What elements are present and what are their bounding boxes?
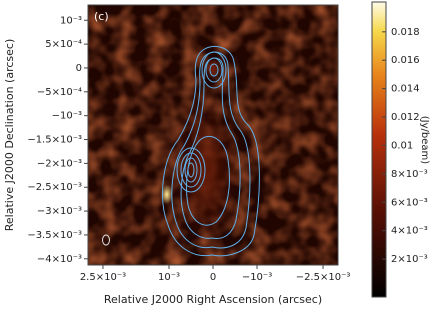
x-tick-label: 10⁻³ — [158, 272, 180, 283]
x-tick-label: −2.5×10⁻³ — [296, 272, 351, 283]
contour — [184, 157, 198, 183]
y-tick-label: −2.5×10⁻³ — [27, 182, 82, 193]
colorbar — [371, 1, 387, 298]
x-tick-label: −10⁻³ — [242, 272, 272, 283]
colorbar-tick-label: 0.01 — [391, 140, 413, 151]
colorbar-tick-label: 0.016 — [391, 55, 420, 66]
contour — [186, 135, 230, 226]
contours — [162, 46, 260, 257]
y-tick-label: −3.5×10⁻³ — [27, 230, 82, 241]
contour — [180, 152, 202, 188]
y-axis-label: Relative J2000 Declination (arcsec) — [3, 39, 16, 231]
contour — [209, 63, 219, 77]
colorbar-tick-label: 0.012 — [391, 112, 420, 123]
y-tick-label: 10⁻³ — [60, 15, 82, 26]
contour — [176, 147, 206, 193]
x-tick-label: 2.5×10⁻³ — [80, 272, 126, 283]
contour — [162, 46, 260, 257]
colorbar-tick-label: 0.014 — [391, 84, 420, 95]
contour — [205, 57, 223, 83]
colorbar-tick-label: 2×10⁻³ — [391, 254, 428, 265]
y-tick-label: −10⁻³ — [52, 111, 82, 122]
y-tick-label: −5×10⁻⁴ — [37, 87, 82, 98]
source — [160, 184, 173, 205]
y-tick-label: −4×10⁻³ — [37, 254, 82, 265]
x-axis-label: Relative J2000 Right Ascension (arcsec) — [104, 293, 322, 306]
y-tick-label: −3×10⁻³ — [37, 206, 82, 217]
image-area — [87, 4, 339, 266]
x-tick-label: 0 — [210, 272, 216, 283]
y-tick-label: −1.5×10⁻³ — [27, 135, 82, 146]
colorbar-label: (Jy/beam) — [419, 116, 430, 165]
y-tick-label: 5×10⁻⁴ — [45, 39, 82, 50]
contour — [201, 51, 227, 89]
y-tick-label: −2×10⁻³ — [37, 158, 82, 169]
colorbar-tick-label: 0.018 — [391, 27, 420, 38]
contour — [171, 51, 251, 249]
y-tick-label: 0 — [76, 63, 82, 74]
colorbar-tick-label: 4×10⁻³ — [391, 226, 428, 237]
panel-label: (c) — [94, 10, 109, 23]
colorbar-tick-label: 6×10⁻³ — [391, 197, 428, 208]
colorbar-tick-label: 8×10⁻³ — [391, 169, 428, 180]
beam — [102, 234, 110, 246]
contour — [187, 162, 195, 178]
contour — [180, 57, 241, 239]
